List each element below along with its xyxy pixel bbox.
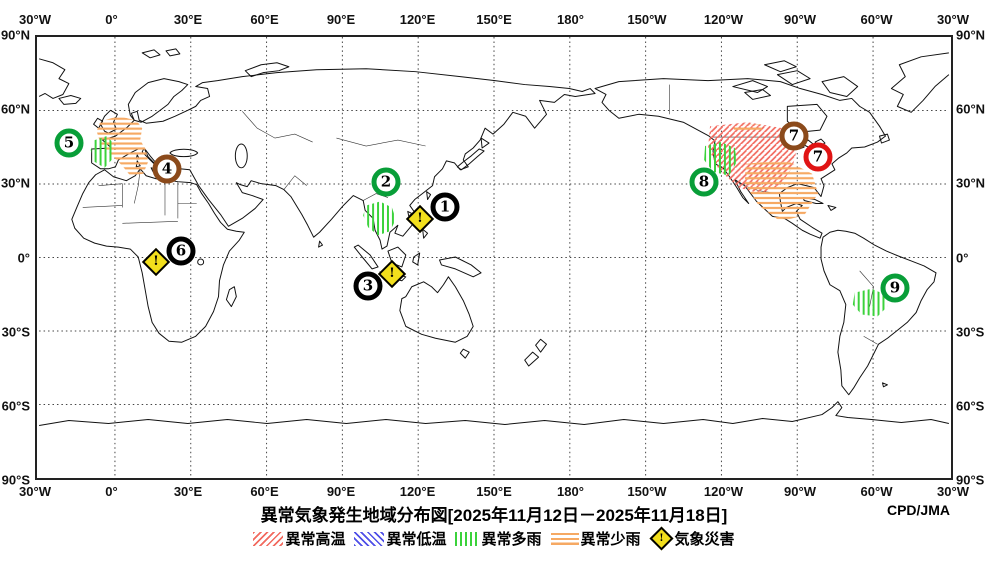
region-marker-4: 4 bbox=[152, 154, 182, 184]
legend-item-low-rain: 異常少雨 bbox=[550, 528, 641, 549]
longitude-axis-top: 30°W 0° 30°E 60°E 90°E 120°E 150°E 180° 150°W 120… bbox=[19, 12, 969, 28]
legend-item-low-temp: 異常低温 bbox=[354, 528, 446, 549]
tick-label: 30°N bbox=[956, 175, 986, 191]
tick-label: 60°N bbox=[956, 101, 986, 117]
yellow-diamond-icon: ! bbox=[648, 526, 674, 551]
tick-label: 90°N bbox=[956, 27, 986, 43]
tick-label: 90°S bbox=[1, 472, 30, 488]
tick-label: 90°S bbox=[956, 472, 985, 488]
marker-number: 3 bbox=[362, 276, 374, 295]
red-diagonal-hatch-icon bbox=[253, 531, 284, 546]
marker-number: 1 bbox=[439, 197, 451, 216]
region-heavy-rain-iberia bbox=[90, 136, 115, 168]
green-vertical-hatch-icon bbox=[455, 531, 480, 546]
tick-label: 30°W bbox=[19, 12, 51, 27]
tick-label: 150°W bbox=[627, 484, 667, 499]
marker-number: 7 bbox=[788, 126, 800, 145]
tick-label: 90°W bbox=[784, 12, 816, 27]
latitude-axis-left: 90°N 60°N 30°N 0° 30°S 60°S 90°S bbox=[0, 28, 32, 488]
world-map-canvas bbox=[38, 37, 950, 478]
tick-label: 30°N bbox=[0, 175, 30, 191]
tick-label: 180° bbox=[557, 484, 584, 499]
tick-label: 30°E bbox=[173, 484, 203, 499]
marker-number: 6 bbox=[175, 241, 187, 260]
tick-label: 60°W bbox=[860, 484, 893, 499]
tick-label: 150°W bbox=[627, 12, 667, 27]
region-marker-9: 9 bbox=[880, 273, 910, 303]
tick-label: 90°E bbox=[326, 12, 356, 27]
tick-label: 0° bbox=[17, 250, 30, 265]
longitude-axis-bottom: 30°W 0° 30°E 60°E 90°E 120°E 150°E 180° 150°W 120… bbox=[19, 484, 969, 500]
legend-label: 異常低温 bbox=[386, 531, 447, 548]
exclamation-icon: ! bbox=[417, 211, 423, 226]
region-heavy-rain-indochina bbox=[363, 201, 396, 236]
figure-title: 異常気象発生地域分布図[2025年11月12日－2025年11月18日] bbox=[260, 506, 728, 525]
region-marker-5: 5 bbox=[54, 128, 84, 158]
tick-label: 30°S bbox=[1, 324, 30, 340]
tick-label: 150°E bbox=[476, 484, 512, 499]
tick-label: 30°S bbox=[956, 324, 985, 340]
orange-horizontal-hatch-icon bbox=[550, 532, 579, 545]
marker-number: 7 bbox=[812, 147, 824, 166]
region-marker-6: 6 bbox=[166, 236, 196, 266]
tick-label: 60°E bbox=[250, 484, 279, 499]
tick-label: 150°E bbox=[476, 12, 512, 27]
tick-label: 0° bbox=[105, 484, 118, 499]
exclamation-icon: ! bbox=[658, 533, 664, 544]
tick-label: 180° bbox=[557, 12, 584, 27]
tick-label: 120°E bbox=[399, 484, 436, 499]
legend-item-disaster: ! 気象災害 bbox=[648, 526, 735, 551]
marker-number: 4 bbox=[161, 159, 173, 178]
tick-label: 60°N bbox=[0, 101, 30, 117]
region-low-rain-us-mexico bbox=[744, 159, 819, 222]
region-marker-7-red: 7 bbox=[803, 142, 833, 172]
region-marker-7-brown: 7 bbox=[779, 121, 809, 151]
tick-label: 0° bbox=[105, 12, 118, 27]
tick-label: 30°E bbox=[173, 12, 203, 27]
marker-number: 8 bbox=[698, 172, 710, 191]
figure-credit: CPD/JMA bbox=[886, 502, 950, 518]
region-low-rain-europe bbox=[96, 116, 149, 176]
tick-label: 90°E bbox=[326, 484, 356, 499]
marker-number: 5 bbox=[63, 133, 75, 152]
marker-number: 2 bbox=[380, 172, 392, 191]
marker-number: 9 bbox=[889, 278, 901, 297]
tick-label: 120°W bbox=[703, 12, 744, 27]
region-heavy-rain-south-america bbox=[852, 288, 888, 317]
anomaly-regions bbox=[90, 116, 888, 317]
legend-item-high-temp: 異常高温 bbox=[253, 528, 345, 549]
latitude-axis-right: 90°N 60°N 30°N 0° 30°S 60°S 90°S bbox=[956, 28, 988, 488]
legend: 異常高温 異常低温 異常多雨 異常少雨 ! 気象災害 bbox=[35, 526, 953, 551]
tick-label: 60°W bbox=[860, 12, 893, 27]
tick-label: 90°W bbox=[784, 484, 816, 499]
region-marker-2: 2 bbox=[371, 167, 401, 197]
region-marker-8: 8 bbox=[689, 167, 719, 197]
legend-label: 異常多雨 bbox=[481, 531, 542, 548]
tick-label: 60°S bbox=[1, 398, 30, 414]
tick-label: 60°E bbox=[250, 12, 279, 27]
region-heavy-rain-us-west bbox=[704, 142, 737, 176]
tick-label: 30°W bbox=[937, 484, 969, 499]
legend-label: 異常少雨 bbox=[580, 531, 641, 548]
legend-label: 気象災害 bbox=[674, 531, 735, 548]
region-low-rain-us-north-strip bbox=[732, 124, 763, 133]
region-marker-3: 3 bbox=[353, 271, 383, 301]
tick-label: 30°W bbox=[19, 484, 51, 499]
region-marker-1: 1 bbox=[430, 192, 460, 222]
legend-label: 異常高温 bbox=[285, 531, 346, 548]
legend-item-heavy-rain: 異常多雨 bbox=[455, 528, 542, 549]
country-borders bbox=[82, 84, 878, 345]
tick-label: 90°N bbox=[0, 27, 30, 43]
tick-label: 0° bbox=[956, 250, 969, 265]
tick-label: 120°E bbox=[399, 12, 436, 27]
tick-label: 120°W bbox=[703, 484, 744, 499]
tick-label: 60°S bbox=[956, 398, 985, 414]
tick-label: 30°W bbox=[937, 12, 969, 27]
blue-diagonal-hatch-icon bbox=[354, 531, 385, 546]
exclamation-icon: ! bbox=[153, 254, 159, 269]
exclamation-icon: ! bbox=[389, 266, 395, 281]
